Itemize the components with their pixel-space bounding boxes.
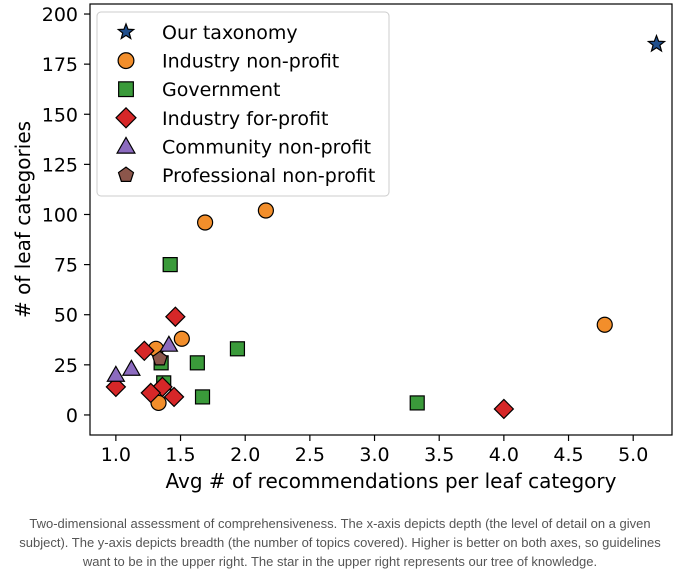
point-community-non-profit	[106, 365, 126, 382]
y-tick-label: 0	[66, 405, 78, 427]
legend-label-professional-non-profit: Professional non-profit	[162, 165, 375, 187]
legend-label-government: Government	[162, 79, 281, 101]
point-government	[229, 341, 246, 357]
legend-label-our-taxonomy: Our taxonomy	[162, 22, 298, 44]
x-tick-label: 2.5	[295, 444, 325, 466]
legend-marker-government	[118, 81, 134, 98]
y-tick-label: 25	[54, 355, 78, 377]
plot-frame	[89, 3, 673, 436]
point-government	[409, 395, 425, 411]
y-axis-label: # of leaf categories	[11, 121, 35, 318]
point-industry-for-profit	[133, 340, 155, 362]
x-tick-label: 3.0	[359, 444, 389, 466]
point-government	[189, 355, 205, 371]
x-tick-label: 1.5	[165, 444, 195, 466]
y-tick-label: 125	[42, 154, 78, 176]
y-tick-label: 50	[54, 305, 78, 327]
point-our-taxonomy	[646, 33, 667, 53]
legend-marker-professional-non-profit	[117, 166, 135, 182]
point-industry-for-profit	[493, 398, 515, 420]
point-government	[194, 389, 211, 405]
scatter-chart: 1.0 1.5 2.0 2.5 3.0 3.5 4.0 4.5 5.0 0 25 50 75 100 125…	[11, 3, 673, 493]
legend-marker-community-non-profit	[116, 136, 136, 154]
x-tick-label: 4.5	[553, 444, 583, 466]
y-tick-label: 175	[42, 54, 78, 76]
point-industry-for-profit	[163, 386, 185, 408]
x-axis-label: Avg # of recommendations per leaf catego…	[166, 469, 617, 493]
legend-box	[96, 11, 390, 197]
point-professional-non-profit	[152, 350, 168, 366]
y-tick-label: 100	[42, 204, 78, 226]
point-government	[162, 257, 178, 273]
legend-label-industry-for-profit: Industry for-profit	[162, 108, 328, 130]
legend-label-community-non-profit: Community non-profit	[162, 136, 371, 158]
x-tick-label: 1.0	[101, 444, 131, 466]
legend-marker-our-taxonomy	[116, 22, 136, 40]
figure-caption: Two-dimensional assessment of comprehens…	[19, 516, 661, 569]
point-industry-non-profit	[173, 330, 190, 347]
point-industry-for-profit	[165, 306, 186, 328]
x-tick-label: 2.0	[230, 444, 260, 466]
y-tick-label: 200	[42, 4, 78, 26]
point-industry-non-profit	[257, 202, 274, 219]
x-tick-label: 4.0	[489, 444, 519, 466]
point-industry-non-profit	[596, 316, 613, 333]
point-industry-for-profit	[105, 376, 127, 398]
y-tick-label: 150	[42, 104, 78, 126]
point-industry-non-profit	[197, 214, 214, 231]
x-tick-label: 5.0	[618, 444, 648, 466]
point-community-non-profit	[159, 335, 179, 352]
point-industry-for-profit	[140, 382, 162, 404]
legend-marker-industry-for-profit	[115, 106, 137, 129]
y-tick-label: 75	[54, 255, 78, 277]
chart-svg: 1.0 1.5 2.0 2.5 3.0 3.5 4.0 4.5 5.0 0 25 50 75 100 125…	[11, 3, 673, 493]
x-tick-label: 3.5	[424, 444, 454, 466]
legend-marker-industry-non-profit	[117, 52, 135, 70]
legend-label-industry-non-profit: Industry non-profit	[162, 51, 339, 73]
point-community-non-profit	[121, 359, 141, 376]
